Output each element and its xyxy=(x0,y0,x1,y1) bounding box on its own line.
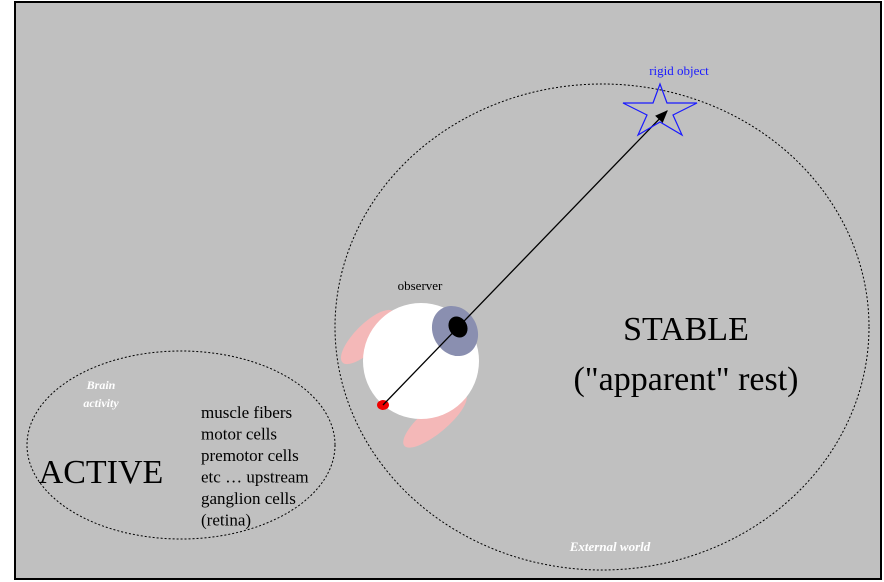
pathway-item: muscle fibers xyxy=(201,403,292,422)
pathway-item: premotor cells xyxy=(201,446,299,465)
object-label: rigid object xyxy=(649,63,709,78)
pathway-item: motor cells xyxy=(201,425,277,444)
observer-label: observer xyxy=(398,278,443,293)
pathway-item: etc … upstream xyxy=(201,468,309,487)
background xyxy=(15,2,881,579)
stable-label: STABLE xyxy=(623,311,749,348)
stable-sub-label: ("apparent" rest) xyxy=(573,361,798,398)
brain-label: activity xyxy=(83,396,119,410)
brain-label: Brain xyxy=(86,378,116,392)
world-label: External world xyxy=(569,539,651,554)
active-label: ACTIVE xyxy=(39,454,164,491)
pathway-item: (retina) xyxy=(201,511,251,530)
diagram: rigid object observer STABLE ("apparent"… xyxy=(0,0,884,582)
pathway-item: ganglion cells xyxy=(201,489,296,508)
